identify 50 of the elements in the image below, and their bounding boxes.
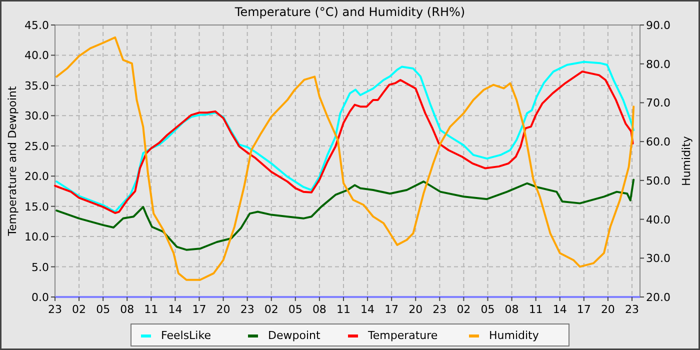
x-tick-label: 08 <box>120 303 134 316</box>
x-tick-label: 02 <box>72 303 86 316</box>
x-tick-label: 20 <box>600 303 615 316</box>
x-tick-label: 14 <box>552 303 567 316</box>
x-tick-label: 14 <box>168 303 182 316</box>
y2-tick-label: 70.0 <box>646 96 670 110</box>
x-tick-label: 20 <box>216 303 230 316</box>
y-tick-label: 20.0 <box>24 170 49 184</box>
y-tick-label: 45.0 <box>24 19 49 32</box>
y2-tick-label: 20.0 <box>646 291 670 304</box>
x-tick-label: 11 <box>336 303 350 316</box>
y2-tick-label: 50.0 <box>646 174 670 188</box>
legend-label: Dewpoint <box>268 329 321 342</box>
y-tick-label: 25.0 <box>24 140 49 153</box>
legend-label: Temperature <box>367 329 438 342</box>
y2-tick-label: 40.0 <box>646 213 670 226</box>
x-tick-label: 02 <box>456 303 471 316</box>
x-tick-label: 17 <box>576 303 591 316</box>
x-tick-label: 17 <box>192 303 206 316</box>
x-tick-label: 05 <box>480 303 495 316</box>
y2-tick-label: 30.0 <box>646 252 670 266</box>
x-tick-label: 23 <box>48 303 62 316</box>
x-tick-label: 20 <box>408 303 423 316</box>
y2-tick-label: 90.0 <box>646 19 670 32</box>
y2-axis-title: Humidity <box>680 136 693 186</box>
y-tick-label: 40.0 <box>24 49 49 62</box>
x-tick-label: 11 <box>144 303 158 316</box>
x-tick-label: 02 <box>264 303 278 316</box>
y-tick-label: 15.0 <box>24 200 49 214</box>
y2-tick-label: 80.0 <box>646 58 670 71</box>
x-tick-label: 05 <box>288 303 302 316</box>
x-tick-label: 17 <box>384 303 399 316</box>
y-tick-label: 0.0 <box>32 291 49 304</box>
x-tick-label: 08 <box>504 303 519 316</box>
x-tick-label: 11 <box>528 303 543 316</box>
y-tick-label: 5.0 <box>32 260 49 274</box>
legend-label: Humidity <box>489 329 540 342</box>
x-tick-label: 23 <box>240 303 254 316</box>
y-tick-label: 10.0 <box>24 230 49 244</box>
x-tick-label: 23 <box>432 303 447 316</box>
y-tick-label: 30.0 <box>24 110 49 123</box>
x-tick-label: 08 <box>312 303 326 316</box>
legend-label: FeelsLike <box>161 329 212 342</box>
y-axis-title: Temperature and Dewpoint <box>6 85 19 237</box>
x-tick-label: 05 <box>96 303 110 316</box>
x-tick-label: 23 <box>624 303 639 316</box>
y-tick-label: 35.0 <box>24 79 49 92</box>
x-tick-label: 14 <box>360 303 375 316</box>
chart-title: Temperature (°C) and Humidity (RH%) <box>234 5 466 19</box>
y2-tick-label: 60.0 <box>646 136 670 149</box>
